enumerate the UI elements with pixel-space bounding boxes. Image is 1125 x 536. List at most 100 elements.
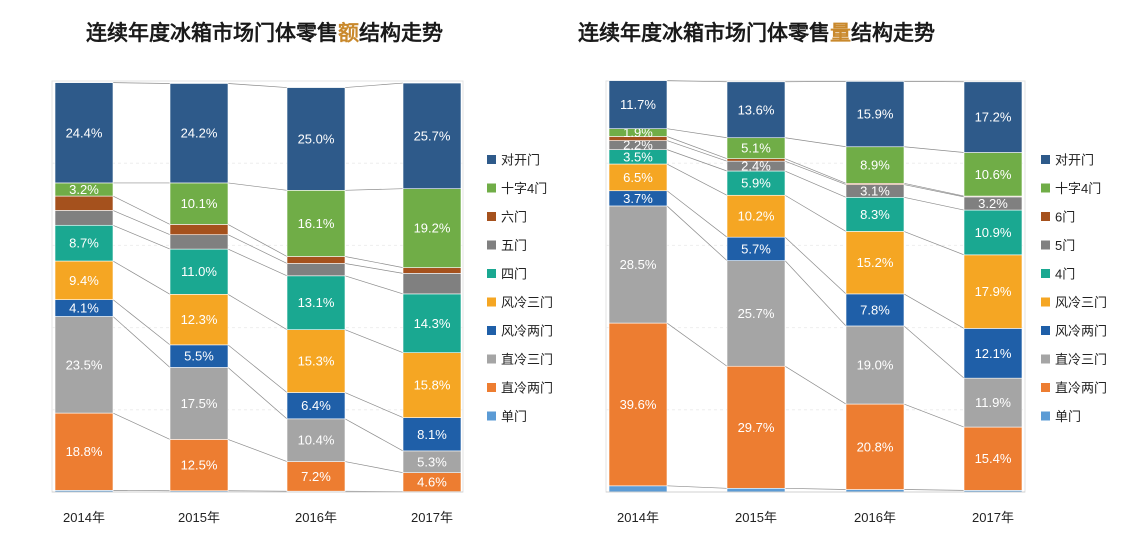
connector-line <box>666 485 728 489</box>
data-label: 12.1% <box>975 346 1012 361</box>
connector-line <box>903 196 965 211</box>
bar-segment-直冷两门 <box>169 439 229 492</box>
legend-label: 风冷两门 <box>1055 324 1107 339</box>
data-label: 25.0% <box>298 131 335 146</box>
connector-line <box>227 182 288 191</box>
connector-line <box>344 392 404 418</box>
bar-2014年: 39.6%28.5%3.7%6.5%3.5%2.2%1.9%11.7% <box>608 80 668 493</box>
bar-segment-四门 <box>286 275 346 330</box>
legend-swatch <box>1041 297 1050 307</box>
legend-swatch <box>487 155 496 164</box>
connector-line <box>344 418 404 452</box>
data-label: 11.9% <box>975 395 1011 410</box>
legend-swatch <box>1041 354 1050 364</box>
bar-segment-直冷两门 <box>963 426 1023 491</box>
legend-label: 风冷三门 <box>1055 295 1107 310</box>
data-label: 10.4% <box>298 433 335 448</box>
connector-line <box>112 82 171 84</box>
bar-2016年: 20.8% 19.0% 7.8% 15.2% 8.3% 3.1% 8.9% 15.9% <box>845 81 905 493</box>
x-tick-label: 2014年 <box>63 510 105 525</box>
connector-line <box>784 487 847 490</box>
legend-swatch <box>1041 326 1050 335</box>
data-label: 12.3% <box>181 312 218 327</box>
connector-line <box>666 190 728 238</box>
connector-line <box>227 224 288 257</box>
bar-segment-对开门 <box>845 81 905 148</box>
connector-line <box>666 149 728 172</box>
bar-segment-风冷三门 <box>963 254 1023 329</box>
bar-segment-风冷三门 <box>845 231 905 295</box>
bar-segment-风冷两门 <box>963 328 1023 379</box>
x-tick-label: 2017年 <box>972 510 1014 525</box>
legend-swatch <box>487 212 496 221</box>
legend-swatch <box>1041 212 1050 221</box>
bar-segment-风冷三门 <box>286 329 346 393</box>
legend-label: 直冷三门 <box>1055 352 1107 367</box>
data-label: 2.2% <box>623 138 653 153</box>
data-label: 3.7% <box>623 191 653 206</box>
connector-lines <box>666 80 965 491</box>
data-label: 3.5% <box>623 149 653 164</box>
bar-2015年: 29.7% 25.7% 5.7% 10.2% 5.9% 2.4% 5.1% 13.6% <box>726 81 786 493</box>
connector-line <box>227 344 288 393</box>
bar-segment-风冷三门 <box>726 194 786 238</box>
x-tick-label: 2014年 <box>617 510 659 525</box>
data-label: 7.8% <box>860 302 890 317</box>
data-label: 4.1% <box>69 301 99 316</box>
bar-segment-六门 <box>54 195 114 211</box>
data-label: 18.8% <box>66 444 103 459</box>
connector-line <box>903 182 965 197</box>
data-label: 12.5% <box>181 458 218 473</box>
bar-2017年: 15.4% 11.9% 12.1% 17.9% 10.9% 3.2% 10.6% 17.2% <box>963 81 1023 493</box>
connector-line <box>344 82 404 88</box>
connector-line <box>227 234 288 264</box>
data-label: 23.5% <box>66 357 103 372</box>
legend-swatch <box>1041 411 1050 421</box>
legend-label: 单门 <box>1055 409 1081 424</box>
bar-segment-风冷三门 <box>402 352 462 418</box>
data-label: 6.4% <box>301 398 331 413</box>
data-label: 17.2% <box>975 110 1012 125</box>
data-label: 16.1% <box>298 216 335 231</box>
legend-label: 对开门 <box>1055 153 1094 168</box>
bar-segment-直冷两门 <box>54 412 114 491</box>
connector-line <box>344 275 404 295</box>
data-label: 24.2% <box>181 126 218 141</box>
connector-line <box>227 248 288 277</box>
connector-line <box>903 489 965 491</box>
data-label: 15.3% <box>298 354 335 369</box>
bar-segment-直冷三门 <box>726 260 786 367</box>
legend-label: 风冷两门 <box>501 324 553 339</box>
data-label: 10.1% <box>181 196 218 211</box>
connector-line <box>666 128 728 139</box>
legend-label: 六门 <box>501 210 527 225</box>
bar-segment-风冷三门 <box>54 260 114 300</box>
connector-line <box>784 365 847 405</box>
bar-segment-直冷三门 <box>169 367 229 440</box>
x-tick-label: 2016年 <box>854 510 896 525</box>
data-label: 5.9% <box>741 176 771 191</box>
bar-segment-6门 <box>726 158 786 162</box>
data-label: 8.9% <box>860 158 890 173</box>
legend-label: 6门 <box>1055 210 1075 225</box>
connector-line <box>903 403 965 428</box>
bar-segment-4门 <box>726 170 786 196</box>
data-label: 9.4% <box>69 273 99 288</box>
legend-label: 四门 <box>501 267 527 282</box>
legend-label: 对开门 <box>501 153 540 168</box>
connector-line <box>666 80 728 83</box>
data-label: 7.2% <box>301 469 331 484</box>
legend-label: 五门 <box>501 238 527 253</box>
connector-line <box>784 170 847 198</box>
bar-segment-十字4门 <box>286 190 346 257</box>
bar-segment-四门 <box>54 224 114 262</box>
data-label: 25.7% <box>738 306 775 321</box>
connector-line <box>227 294 288 330</box>
data-label: 3.2% <box>69 182 99 197</box>
legend-swatch <box>487 383 496 392</box>
left-chart-title: 连续年度冰箱市场门体零售额结构走势 <box>86 22 443 45</box>
legend-swatch <box>1041 155 1050 164</box>
legend-label: 十字4门 <box>1055 181 1101 196</box>
